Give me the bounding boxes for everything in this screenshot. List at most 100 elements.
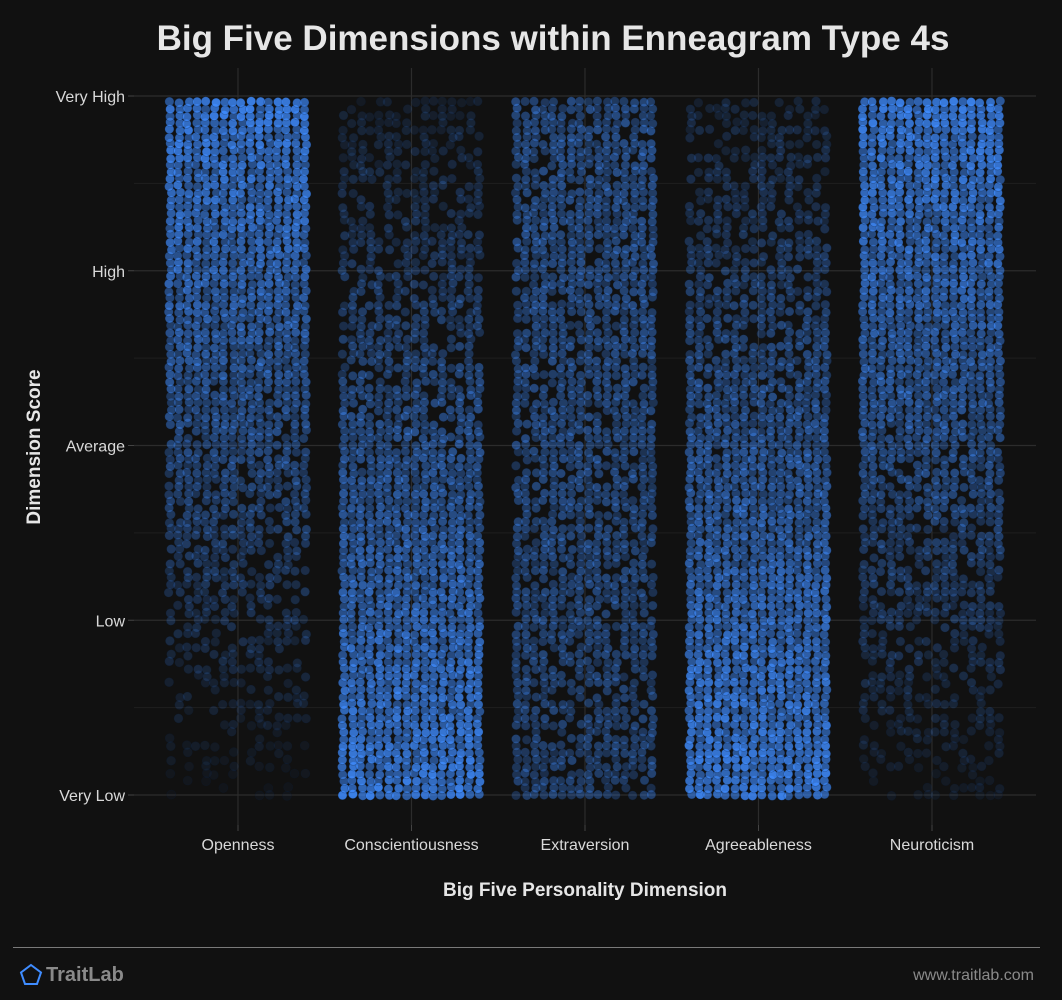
data-point — [647, 670, 658, 680]
data-point — [546, 629, 557, 640]
data-point — [291, 362, 302, 373]
data-point — [201, 755, 212, 766]
data-point — [238, 546, 249, 556]
data-point — [209, 468, 220, 479]
data-point — [584, 594, 595, 605]
data-point — [601, 349, 611, 359]
data-point — [410, 321, 421, 331]
data-point — [418, 280, 429, 290]
data-point — [228, 385, 238, 395]
data-point — [202, 558, 212, 569]
data-point — [219, 755, 230, 766]
data-point — [174, 98, 184, 108]
data-point — [630, 161, 640, 171]
data-point — [409, 230, 420, 241]
data-point — [639, 775, 650, 786]
data-point — [210, 286, 221, 297]
data-point — [338, 623, 349, 633]
data-point — [299, 691, 309, 701]
data-point — [520, 111, 531, 121]
data-point — [574, 96, 585, 107]
data-point — [637, 762, 648, 773]
data-point — [383, 784, 394, 794]
data-point — [299, 341, 310, 351]
data-point — [280, 433, 291, 443]
data-point — [557, 643, 568, 654]
data-point — [464, 405, 475, 415]
data-point — [229, 482, 240, 492]
data-point — [731, 664, 742, 675]
data-point — [364, 222, 375, 233]
data-point — [255, 614, 266, 624]
data-point — [445, 432, 456, 442]
data-point — [556, 168, 567, 178]
data-point — [511, 286, 522, 297]
data-point — [283, 532, 293, 542]
data-point — [193, 614, 203, 625]
data-point — [454, 434, 465, 444]
data-point — [612, 657, 623, 668]
data-point — [566, 189, 577, 199]
data-point — [228, 594, 239, 605]
data-point — [218, 783, 229, 793]
data-point — [620, 363, 630, 374]
data-point — [191, 245, 201, 255]
data-point — [648, 587, 658, 598]
data-point — [347, 371, 358, 381]
data-point — [165, 461, 176, 472]
data-point — [172, 251, 183, 261]
data-point — [164, 96, 175, 107]
data-point — [393, 734, 404, 745]
data-point — [685, 349, 695, 360]
data-point — [364, 201, 375, 212]
data-point — [274, 132, 284, 142]
data-point — [565, 320, 576, 331]
data-point — [566, 678, 577, 689]
data-point — [264, 490, 275, 500]
data-point — [299, 243, 310, 254]
data-point — [246, 460, 257, 471]
data-point — [193, 475, 204, 486]
data-point — [256, 468, 266, 479]
data-point — [447, 159, 458, 170]
data-point — [337, 714, 347, 724]
data-point — [235, 698, 246, 709]
data-point — [164, 677, 174, 688]
data-point — [262, 454, 273, 465]
data-point — [436, 496, 447, 507]
data-point — [182, 376, 193, 387]
data-point — [227, 425, 238, 436]
data-point — [382, 441, 393, 451]
data-point — [721, 664, 732, 675]
data-point — [447, 173, 457, 184]
data-point — [748, 748, 758, 759]
data-point — [429, 755, 439, 766]
data-point — [601, 573, 612, 583]
data-point — [566, 146, 577, 156]
data-point — [299, 369, 310, 380]
data-point — [749, 342, 759, 352]
data-point — [301, 713, 311, 724]
data-point — [739, 517, 750, 528]
data-point — [511, 650, 521, 661]
data-point — [210, 566, 220, 577]
data-point — [174, 293, 185, 303]
data-point — [183, 460, 193, 471]
data-point — [348, 133, 359, 143]
data-point — [272, 411, 283, 422]
data-point — [647, 483, 658, 493]
data-point — [466, 111, 476, 121]
data-point — [636, 588, 647, 598]
data-point — [262, 384, 273, 394]
data-point — [273, 748, 284, 759]
data-point — [301, 509, 311, 520]
data-point — [255, 426, 265, 436]
data-point — [218, 664, 228, 674]
data-point — [238, 419, 249, 429]
data-point — [784, 699, 795, 710]
data-points — [163, 96, 1006, 801]
data-point — [202, 474, 212, 485]
data-point — [738, 622, 749, 632]
data-point — [375, 377, 386, 387]
data-point — [610, 335, 620, 345]
